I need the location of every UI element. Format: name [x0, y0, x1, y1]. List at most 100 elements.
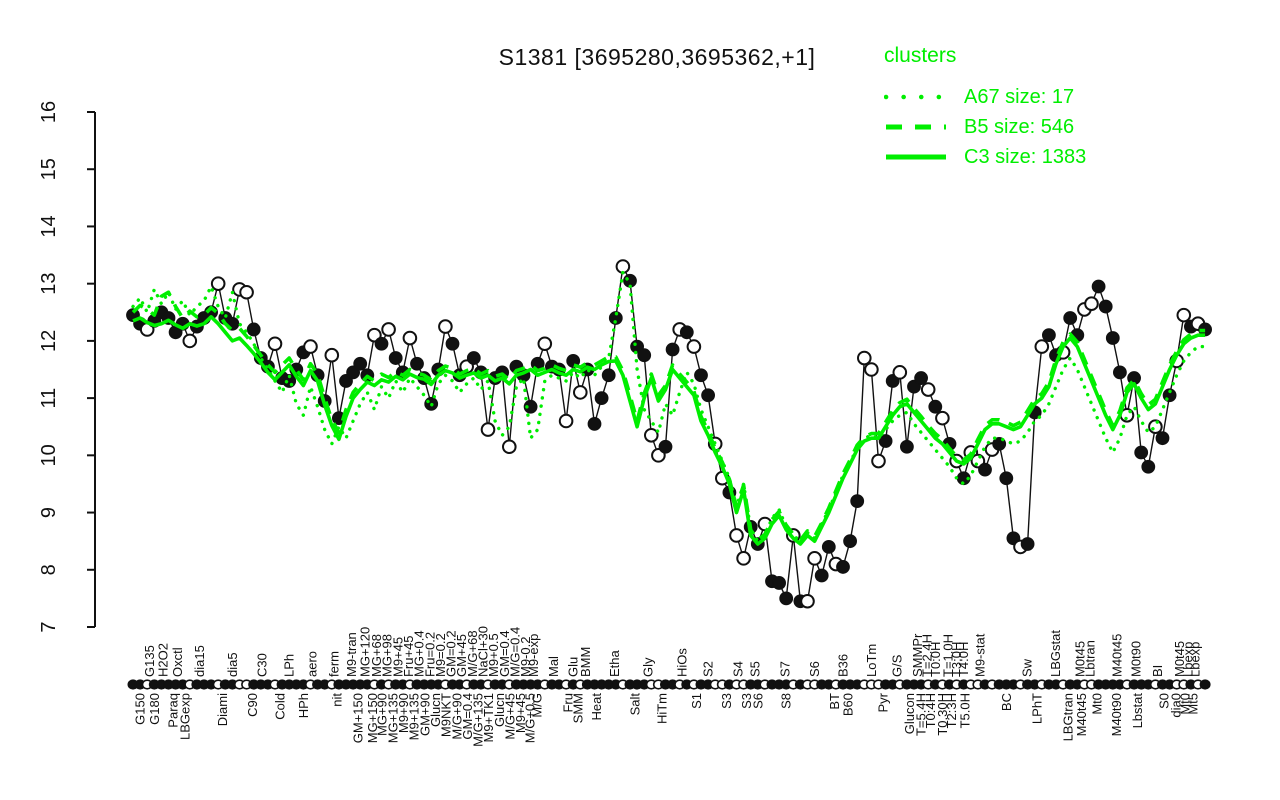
x-condition-label: M9-tran: [344, 632, 359, 677]
open-data-point: [267, 336, 283, 352]
probe-series-markers: [126, 259, 1212, 609]
cluster-a67-dotted-line: [131, 270, 1207, 543]
open-data-point: [239, 284, 254, 300]
x-condition-label: M9-exp: [526, 634, 541, 677]
x-condition-label: Lbstat: [1130, 693, 1145, 729]
x-condition-label: LBGexp: [177, 693, 192, 740]
x-condition-label: M/G+90: [449, 693, 464, 740]
x-condition-label: Etha: [607, 649, 622, 677]
x-condition-label: LBGstat: [1048, 630, 1063, 677]
filled-data-point: [587, 416, 602, 431]
open-data-point: [558, 413, 574, 429]
filled-data-point: [410, 356, 424, 371]
x-condition-label: S0: [1156, 693, 1171, 709]
filled-data-point: [1091, 279, 1106, 294]
filled-data-point: [1105, 331, 1120, 345]
x-condition-label: LoTm: [864, 644, 879, 677]
x-condition-label: Glucn: [428, 693, 443, 727]
cluster-b5-dashed-line: [131, 290, 1206, 542]
x-condition-label: T5.0H: [958, 693, 973, 728]
dashed-line-icon: [886, 124, 946, 130]
filled-data-point: [701, 388, 715, 403]
x-condition-label: Fru: [561, 693, 576, 713]
filled-data-point: [1141, 459, 1156, 474]
open-data-point: [480, 422, 496, 437]
open-data-point: [210, 276, 226, 291]
x-condition-label: HPh: [296, 693, 311, 718]
x-condition-label: Lbtran: [1083, 640, 1098, 677]
filled-data-point: [658, 439, 673, 454]
x-condition-label: M0t45: [1172, 641, 1187, 677]
open-data-point: [686, 339, 702, 354]
y-tick-label: 12: [38, 330, 60, 352]
condition-marker-strip: [127, 679, 1211, 690]
filled-data-point: [1098, 299, 1113, 314]
open-data-point: [303, 339, 318, 354]
chart-title: S1381 [3695280,3695362,+1]: [498, 44, 816, 70]
probe-series-line: [132, 264, 1206, 602]
x-condition-label: LPhT: [1029, 693, 1044, 724]
x-condition-label: Gly: [640, 657, 655, 677]
x-condition-label: M0t45: [1073, 641, 1088, 677]
x-condition-label: T0.30H: [935, 693, 950, 736]
filled-data-point: [665, 342, 680, 357]
x-condition-label: ferm: [326, 651, 341, 677]
filled-data-point: [466, 351, 481, 365]
x-condition-label: GM=0.4: [497, 630, 512, 677]
x-condition-label: BMM: [578, 647, 593, 677]
y-tick-label: 10: [38, 444, 60, 466]
x-condition-label: M/G+0.5: [522, 693, 537, 743]
open-data-point: [502, 439, 517, 455]
open-data-point: [935, 410, 950, 426]
x-condition-label: LBGtran: [1061, 693, 1076, 741]
x-condition-label: Heat: [589, 693, 604, 721]
filled-data-point: [353, 356, 368, 371]
x-condition-label: GM=0.2: [444, 630, 459, 677]
open-data-point: [644, 428, 659, 443]
x-condition-label: dia5: [225, 652, 240, 677]
y-tick-label: 14: [38, 215, 60, 237]
x-condition-label: C30: [255, 653, 270, 677]
x-condition-label: S6: [750, 693, 765, 709]
open-data-point: [381, 322, 396, 337]
x-condition-label: Glucon: [902, 693, 917, 734]
x-condition-label: S3: [719, 693, 734, 709]
y-tick-label: 15: [38, 158, 60, 180]
x-condition-label: M/G+45: [503, 693, 518, 740]
x-condition-label: M/G=0.4: [507, 627, 522, 677]
legend-title: clusters: [884, 44, 957, 67]
filled-data-point: [246, 322, 261, 337]
x-condition-label: S7: [777, 661, 792, 677]
open-data-point: [537, 336, 553, 352]
y-tick-label: 13: [38, 273, 60, 295]
y-tick-label: 7: [38, 621, 60, 632]
legend-item-b5: B5 size: 546: [884, 112, 1086, 142]
x-condition-label: S2: [701, 661, 716, 677]
y-axis-tick-labels: 7 8 9 10 11 12 13 14 15 16: [38, 101, 60, 633]
x-condition-label: GM+90: [417, 693, 432, 736]
x-condition-label: S5: [747, 661, 762, 677]
x-condition-label: SMMPr: [910, 633, 925, 677]
y-tick-label: 8: [38, 564, 60, 575]
open-data-point: [1084, 296, 1099, 311]
x-condition-label: MG+98: [380, 634, 395, 677]
x-condition-label: M9+135: [407, 693, 422, 740]
x-condition-label: Diami: [215, 693, 230, 726]
x-condition-label: Fru+45: [401, 635, 416, 677]
x-condition-label: Mt0: [1090, 693, 1105, 715]
x-condition-label: S8: [779, 693, 794, 709]
legend-item-label: C3 size: 1383: [964, 145, 1087, 168]
x-condition-label: M9NKT: [439, 693, 454, 737]
x-condition-label: NaCl+30: [476, 626, 491, 677]
x-condition-label: T2:3H: [944, 693, 959, 728]
open-data-point: [402, 330, 418, 346]
x-condition-label: Mt5: [1186, 693, 1201, 715]
y-tick-label: 16: [38, 101, 60, 123]
x-condition-label: G150: [133, 693, 148, 725]
filled-data-point: [1112, 365, 1127, 380]
x-condition-label: MG+150: [365, 693, 380, 743]
x-condition-label: MG+0.4: [412, 630, 427, 677]
x-condition-label: M40t45: [1110, 634, 1125, 677]
